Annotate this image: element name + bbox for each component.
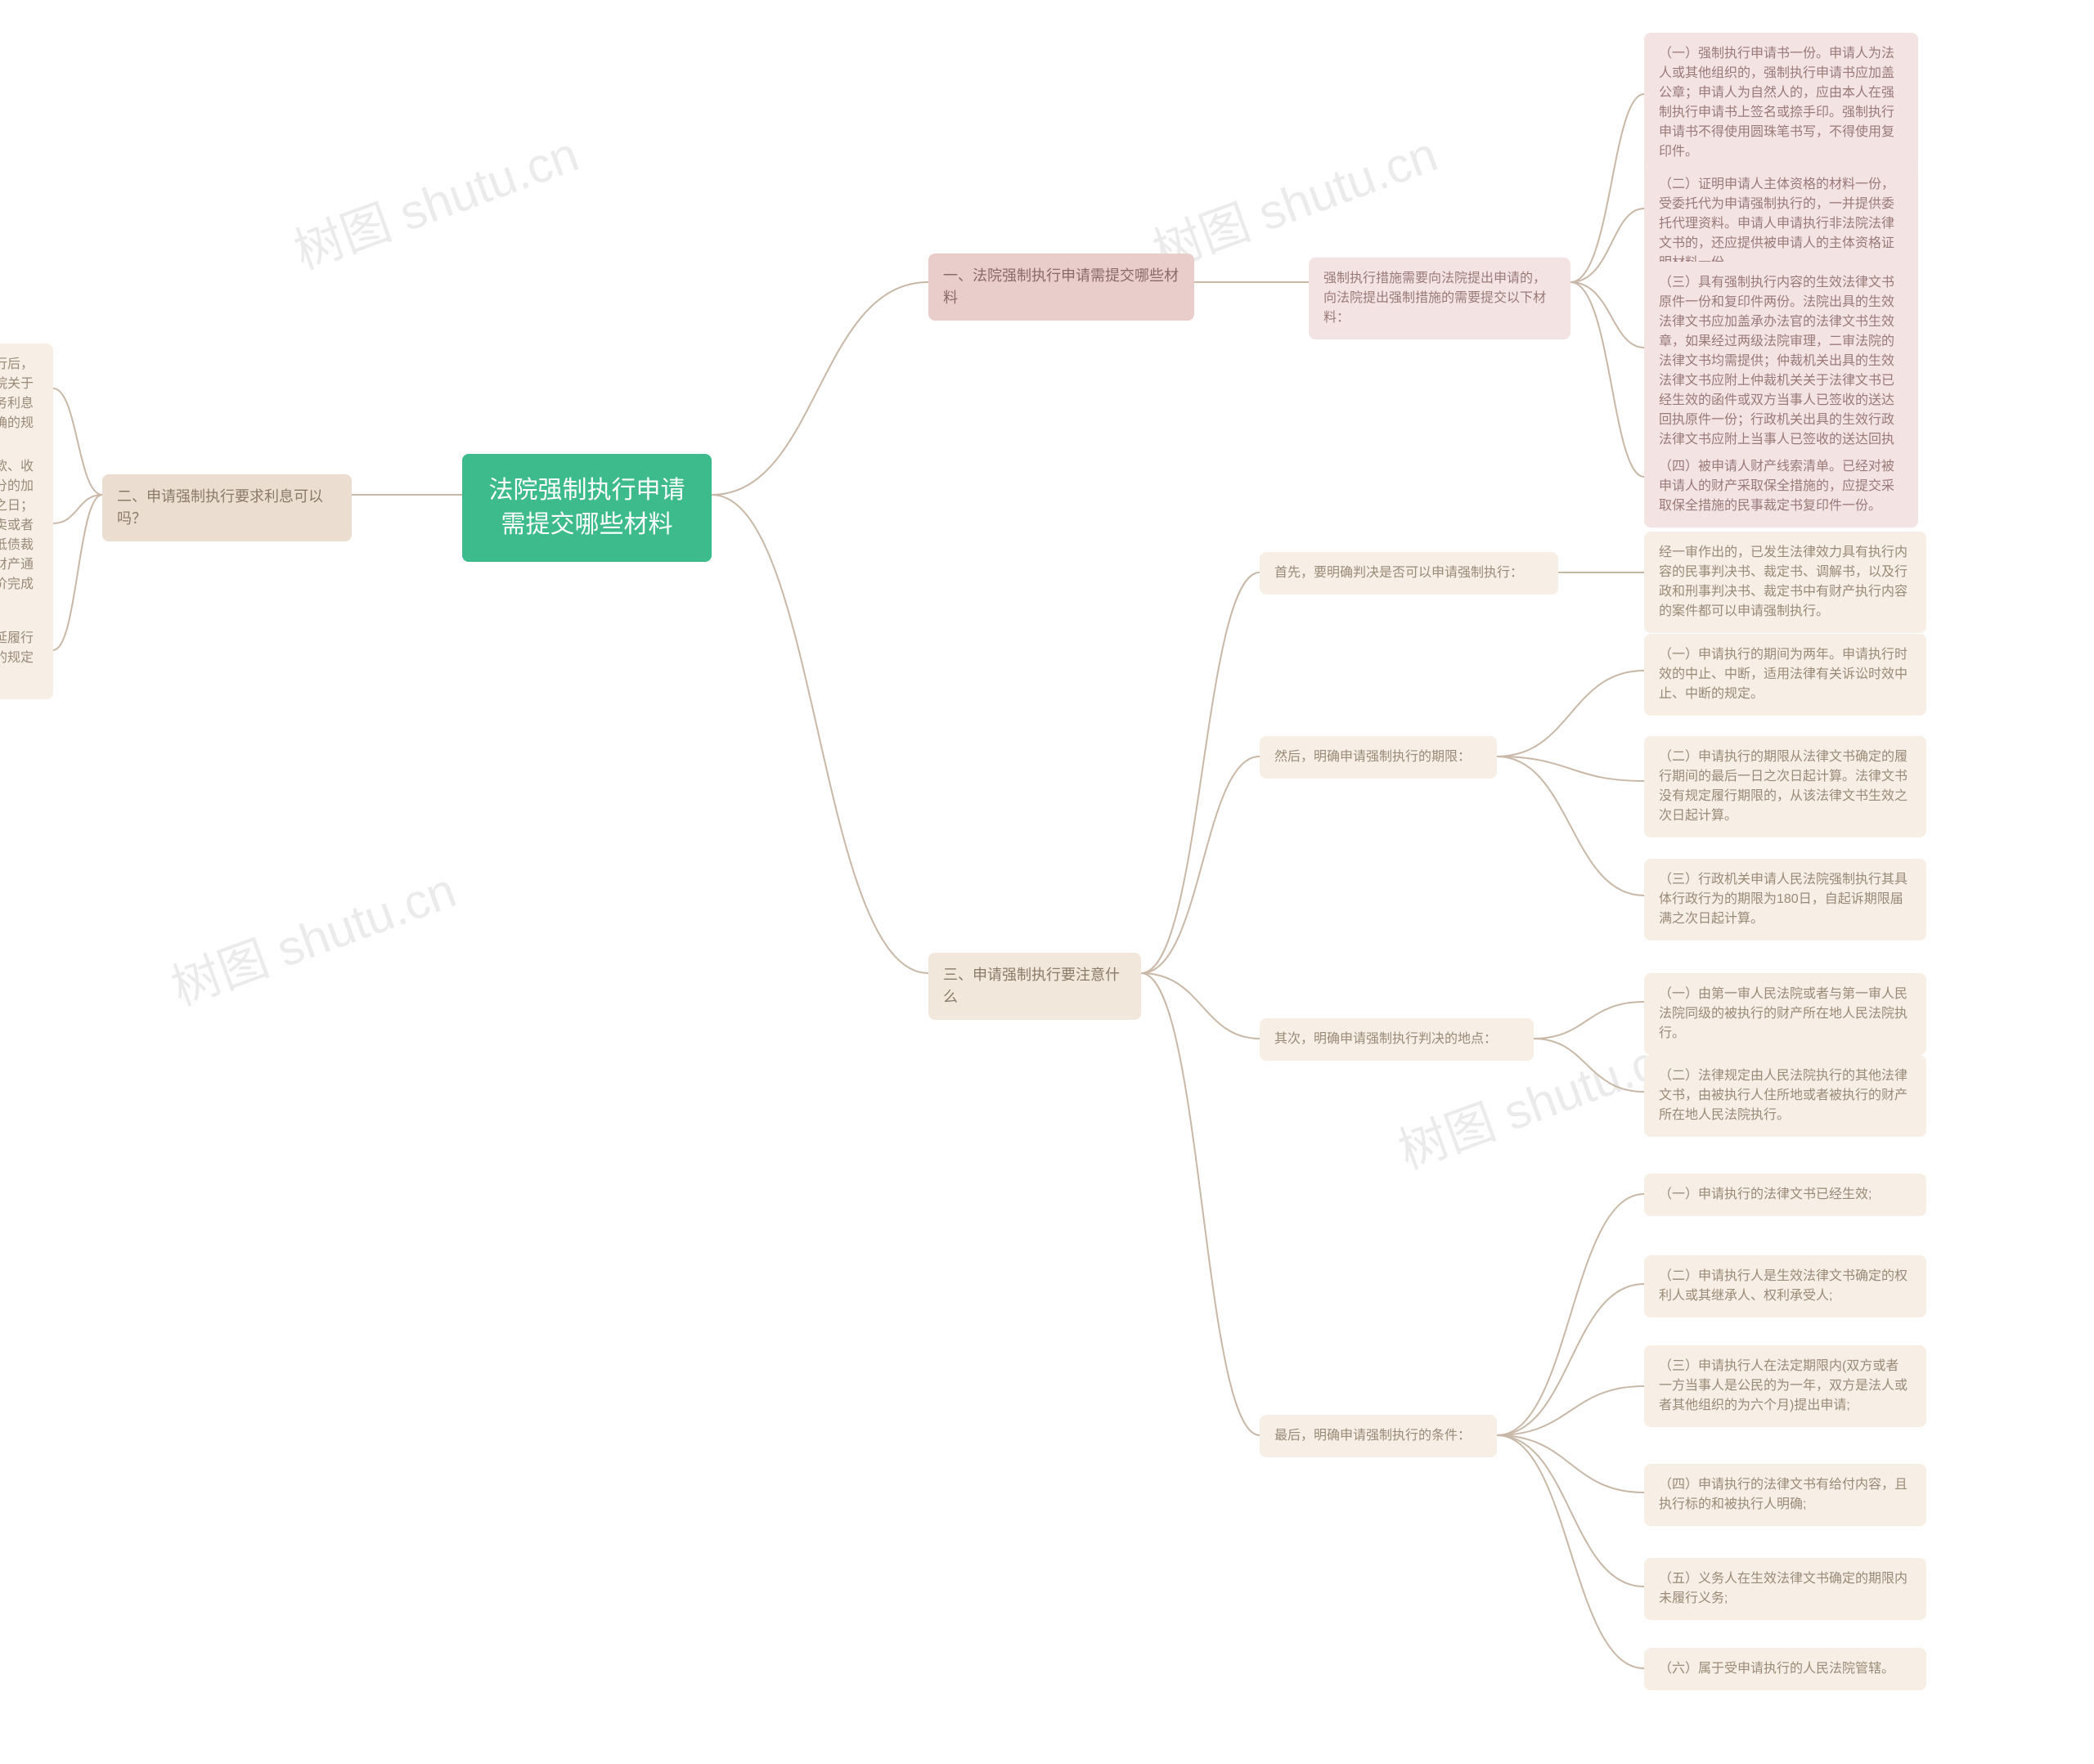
branch-3: 三、申请强制执行要注意什么 xyxy=(928,953,1141,1020)
branch-3-s4-leaf-6: （六）属于受申请执行的人民法院管辖。 xyxy=(1644,1648,1926,1690)
branch-3-s2-leaf-2: （二）申请执行的期限从法律文书确定的履行期间的最后一日之次日起计算。法律文书没有… xyxy=(1644,736,1926,837)
mindmap-container: 法院强制执行申请需提交哪些材料 一、法院强制执行申请需提交哪些材料 强制执行措施… xyxy=(0,0,2094,1764)
branch-3-s3-leaf-2: （二）法律规定由人民法院执行的其他法律文书，由被执行人住所地或者被执行的财产所在… xyxy=(1644,1055,1926,1137)
branch-3-s4-leaf-2: （二）申请执行人是生效法律文书确定的权利人或其继承人、权利承受人; xyxy=(1644,1255,1926,1317)
branch-3-s4-leaf-1: （一）申请执行的法律文书已经生效; xyxy=(1644,1174,1926,1216)
branch-1-intro: 强制执行措施需要向法院提出申请的，向法院提出强制措施的需要提交以下材料： xyxy=(1309,258,1570,339)
branch-1-leaf-4: （四）被申请人财产线索清单。已经对被申请人的财产采取保全措施的，应提交采取保全措… xyxy=(1644,446,1918,527)
branch-1: 一、法院强制执行申请需提交哪些材料 xyxy=(928,254,1194,321)
branch-2-leaf-3: 执行回转程序中，原申请执行人迟延履行金钱给付义务的，应当按照本解释的规定承担加倍… xyxy=(0,617,53,699)
branch-3-s4-leaf-4: （四）申请执行的法律文书有给付内容，且执行标的和被执行人明确; xyxy=(1644,1464,1926,1526)
branch-3-sub-3: 其次，明确申请强制执行判决的地点： xyxy=(1260,1018,1534,1061)
branch-2: 二、申请强制执行要求利息可以吗？ xyxy=(102,474,352,541)
branch-3-s4-leaf-5: （五）义务人在生效法律文书确定的期限内未履行义务; xyxy=(1644,1558,1926,1620)
branch-1-leaf-1: （一）强制执行申请书一份。申请人为法人或其他组织的，强制执行申请书应加盖公章；申… xyxy=(1644,33,1918,173)
branch-3-s4-leaf-3: （三）申请执行人在法定期限内(双方或者一方当事人是公民的为一年，双方是法人或者其… xyxy=(1644,1345,1926,1427)
branch-2-leaf-2: 人民法院划拨、提取被执行人的存款、收入、股息、红利等财产的，相应部分的加倍部分债… xyxy=(0,446,53,626)
branch-3-sub-2: 然后，明确申请强制执行的期限： xyxy=(1260,736,1497,779)
branch-3-s2-leaf-1: （一）申请执行的期间为两年。申请执行时效的中止、中断，适用法律有关诉讼时效中止、… xyxy=(1644,634,1926,716)
branch-3-s1-leaf: 经一审作出的，已发生法律效力具有执行内容的民事判决书、裁定书、调解书，以及行政和… xyxy=(1644,532,1926,633)
root-node: 法院强制执行申请需提交哪些材料 xyxy=(462,454,712,562)
branch-3-sub-4: 最后，明确申请强制执行的条件： xyxy=(1260,1415,1497,1457)
branch-3-sub-1: 首先，要明确判决是否可以申请强制执行： xyxy=(1260,552,1558,595)
branch-3-s2-leaf-3: （三）行政机关申请人民法院强制执行其具体行政行为的期限为180日，自起诉期限届满… xyxy=(1644,859,1926,940)
branch-3-s3-leaf-1: （一）由第一审人民法院或者与第一审人民法院同级的被执行的财产所在地人民法院执行。 xyxy=(1644,973,1926,1055)
